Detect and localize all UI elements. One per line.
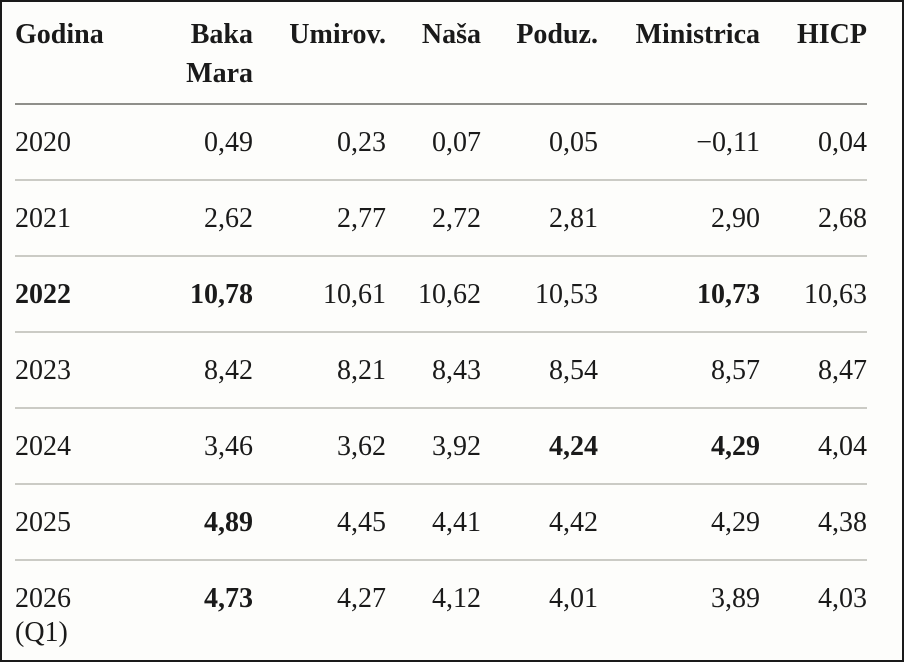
table-row: 2021 2,62 2,77 2,72 2,81 2,90 2,68 [15,180,867,257]
column-header-godina: Godina [15,2,123,105]
value-cell: 8,21 [253,332,386,409]
table-row: 2025 4,89 4,45 4,41 4,42 4,29 4,38 [15,484,867,561]
value-cell: 4,27 [253,560,386,660]
column-header-hicp: HICP [760,2,867,105]
value-cell: 8,43 [386,332,481,409]
column-header-poduz: Poduz. [481,2,598,105]
value-cell: 4,04 [760,408,867,485]
value-cell: 2,68 [760,180,867,257]
value-cell: 4,42 [481,484,598,561]
value-cell: 10,73 [598,256,760,333]
year-cell: 2022 [15,256,123,333]
value-cell: −0,11 [598,104,760,181]
value-cell: 2,72 [386,180,481,257]
value-cell: 2,62 [123,180,253,257]
value-cell: 2,77 [253,180,386,257]
year-cell: 2023 [15,332,123,409]
column-header-nasa: Naša [386,2,481,105]
year-cell: 2025 [15,484,123,561]
header-row: Godina Baka Mara Umirov. Naša Poduz. Ministri… [15,2,867,105]
value-cell: 4,38 [760,484,867,561]
value-cell: 4,12 [386,560,481,660]
value-cell: 0,49 [123,104,253,181]
table-row: 2020 0,49 0,23 0,07 0,05 −0,11 0,04 [15,104,867,181]
value-cell: 10,61 [253,256,386,333]
year-cell: 2020 [15,104,123,181]
table-head: Godina Baka Mara Umirov. Naša Poduz. Ministri… [15,2,867,105]
value-cell: 0,07 [386,104,481,181]
value-cell: 4,03 [760,560,867,660]
column-header-umirov: Umirov. [253,2,386,105]
table-row: 2024 3,46 3,62 3,92 4,24 4,29 4,04 [15,408,867,485]
value-cell: 4,01 [481,560,598,660]
year-cell: 2024 [15,408,123,485]
table-row: 2026 (Q1) 4,73 4,27 4,12 4,01 3,89 4,03 [15,560,867,660]
inflation-table: Godina Baka Mara Umirov. Naša Poduz. Ministri… [15,2,867,660]
table-body: 2020 0,49 0,23 0,07 0,05 −0,11 0,04 2021 2,62 2,7… [15,104,867,660]
value-cell: 8,47 [760,332,867,409]
value-cell: 10,63 [760,256,867,333]
value-cell: 0,23 [253,104,386,181]
value-cell: 8,42 [123,332,253,409]
value-cell: 2,81 [481,180,598,257]
value-cell: 3,89 [598,560,760,660]
value-cell: 0,05 [481,104,598,181]
column-header-baka-mara: Baka Mara [123,2,253,105]
value-cell: 4,41 [386,484,481,561]
value-cell: 4,24 [481,408,598,485]
value-cell: 8,54 [481,332,598,409]
table-row: 2022 10,78 10,61 10,62 10,53 10,73 10,63 [15,256,867,333]
value-cell: 4,45 [253,484,386,561]
value-cell: 8,57 [598,332,760,409]
value-cell: 3,46 [123,408,253,485]
year-cell: 2021 [15,180,123,257]
value-cell: 3,62 [253,408,386,485]
value-cell: 4,29 [598,408,760,485]
value-cell: 10,78 [123,256,253,333]
year-cell: 2026 (Q1) [15,560,123,660]
value-cell: 10,53 [481,256,598,333]
value-cell: 4,29 [598,484,760,561]
table-row: 2023 8,42 8,21 8,43 8,54 8,57 8,47 [15,332,867,409]
value-cell: 4,89 [123,484,253,561]
value-cell: 2,90 [598,180,760,257]
value-cell: 3,92 [386,408,481,485]
value-cell: 4,73 [123,560,253,660]
value-cell: 10,62 [386,256,481,333]
column-header-ministrica: Ministrica [598,2,760,105]
value-cell: 0,04 [760,104,867,181]
